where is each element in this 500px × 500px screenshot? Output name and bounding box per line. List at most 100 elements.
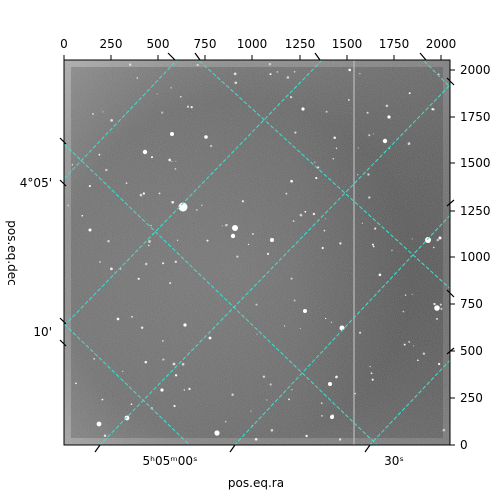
star	[290, 179, 293, 183]
star	[136, 77, 139, 79]
star	[291, 388, 293, 391]
star	[241, 200, 245, 203]
star	[402, 310, 405, 313]
star	[190, 105, 193, 109]
star	[339, 325, 345, 331]
star	[92, 113, 94, 115]
star	[358, 331, 362, 334]
star	[338, 438, 342, 441]
right-tick-500: 500	[460, 344, 483, 358]
star	[371, 378, 374, 381]
star	[174, 374, 178, 377]
star	[432, 246, 435, 249]
star	[288, 398, 290, 401]
star	[348, 68, 352, 72]
image-panel	[64, 60, 450, 445]
star	[417, 359, 419, 362]
star	[122, 370, 124, 372]
world-tick-marks	[59, 52, 455, 453]
star	[88, 185, 91, 188]
star	[270, 429, 274, 432]
star	[305, 434, 308, 438]
star	[204, 135, 208, 139]
star	[407, 142, 411, 145]
star	[230, 233, 236, 239]
star	[254, 437, 258, 441]
star	[137, 277, 140, 280]
star	[285, 192, 288, 195]
star	[169, 282, 172, 285]
grid-line-dec-1	[64, 143, 378, 445]
star	[324, 218, 326, 220]
star	[247, 243, 250, 246]
star	[323, 229, 326, 232]
star	[150, 156, 154, 159]
right-tick-0: 0	[460, 438, 468, 452]
star	[339, 242, 342, 245]
star	[437, 362, 441, 366]
noise-texture	[64, 60, 450, 445]
right-pixel-axis: 0 250 500 750 1000 1250 1500 1750 2000	[450, 63, 491, 452]
star	[299, 213, 303, 217]
star	[440, 307, 443, 310]
star	[172, 362, 176, 366]
star	[332, 157, 335, 160]
top-tick-250: 250	[100, 37, 123, 51]
star	[183, 323, 187, 327]
star	[186, 105, 190, 108]
top-tick-0: 0	[60, 37, 68, 51]
star	[96, 421, 102, 427]
star	[369, 365, 371, 368]
star	[413, 345, 415, 347]
star	[268, 62, 272, 66]
star	[431, 108, 434, 111]
y-axis-title: pos.eq.dec	[5, 220, 19, 285]
star	[251, 233, 254, 235]
star	[315, 177, 318, 180]
star	[382, 138, 388, 144]
star	[321, 415, 323, 417]
star	[292, 220, 295, 223]
star	[357, 147, 359, 149]
star	[374, 227, 377, 230]
star	[148, 244, 150, 247]
star	[286, 76, 290, 79]
star	[357, 174, 359, 176]
x-axis-title: pos.eq.ra	[228, 476, 284, 490]
star	[102, 111, 104, 113]
grid-line-ra-2	[64, 60, 323, 327]
star	[321, 246, 324, 250]
star	[99, 261, 101, 263]
plot-frame	[63, 59, 451, 446]
star	[293, 299, 296, 302]
star	[328, 382, 332, 386]
dec-tick-label-2: 10'	[33, 325, 52, 339]
star	[75, 382, 77, 385]
star	[174, 260, 177, 263]
dec-tick-label-1: 4°05'	[20, 176, 52, 190]
star	[124, 415, 130, 421]
grid-line-dec-2	[197, 60, 450, 290]
star	[144, 262, 148, 266]
star	[372, 133, 374, 135]
bad-column	[353, 60, 355, 445]
star	[347, 98, 350, 101]
star	[101, 398, 104, 401]
star	[289, 95, 293, 99]
star	[330, 321, 333, 324]
star	[276, 71, 279, 73]
star	[156, 93, 158, 95]
star	[314, 161, 316, 163]
star	[324, 317, 327, 320]
star	[367, 173, 370, 176]
top-tick-500: 500	[147, 37, 170, 51]
star	[438, 236, 442, 240]
star	[370, 372, 373, 375]
star	[425, 237, 431, 243]
star	[266, 399, 268, 401]
grid-line-dec-3	[422, 60, 450, 88]
star	[158, 192, 161, 195]
star	[387, 115, 391, 119]
star	[368, 134, 371, 137]
